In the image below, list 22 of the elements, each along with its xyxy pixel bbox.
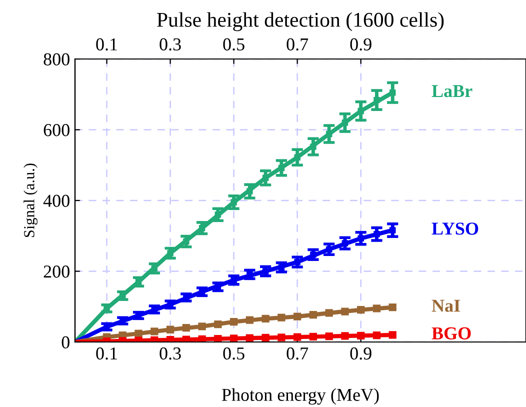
y-axis-title: Signal (a.u.) [24, 164, 38, 238]
x2-axis-title: Pulse height detection (1600 cells) [157, 12, 444, 32]
series-label: NaI [432, 300, 460, 312]
x-tick-label: 0.3 [160, 347, 181, 360]
x-tick-label: 0.7 [286, 347, 308, 360]
x-axis-title: Photon energy (MeV) [222, 388, 379, 405]
y-tick-label: 600 [44, 124, 70, 136]
y-tick-label: 800 [44, 53, 70, 66]
x2-tick-label: 0.1 [96, 38, 117, 51]
series-label: BGO [432, 327, 471, 340]
text: LYSO [432, 222, 478, 235]
x2-tick-label: 0.3 [160, 38, 181, 51]
y-tick-label: 200 [44, 266, 70, 278]
x2-tick-label: 0.7 [286, 38, 308, 51]
y-tick-label: 0 [62, 336, 70, 348]
x-tick-label: 0.5 [223, 347, 244, 360]
text: LaBr [432, 85, 472, 98]
x2-tick-label: 0.5 [223, 38, 244, 51]
y-tick-label: 400 [43, 194, 70, 207]
x-tick-label: 0.1 [96, 347, 117, 360]
x-tick-label: 0.9 [350, 347, 372, 360]
x2-tick-label: 0.9 [350, 38, 372, 51]
